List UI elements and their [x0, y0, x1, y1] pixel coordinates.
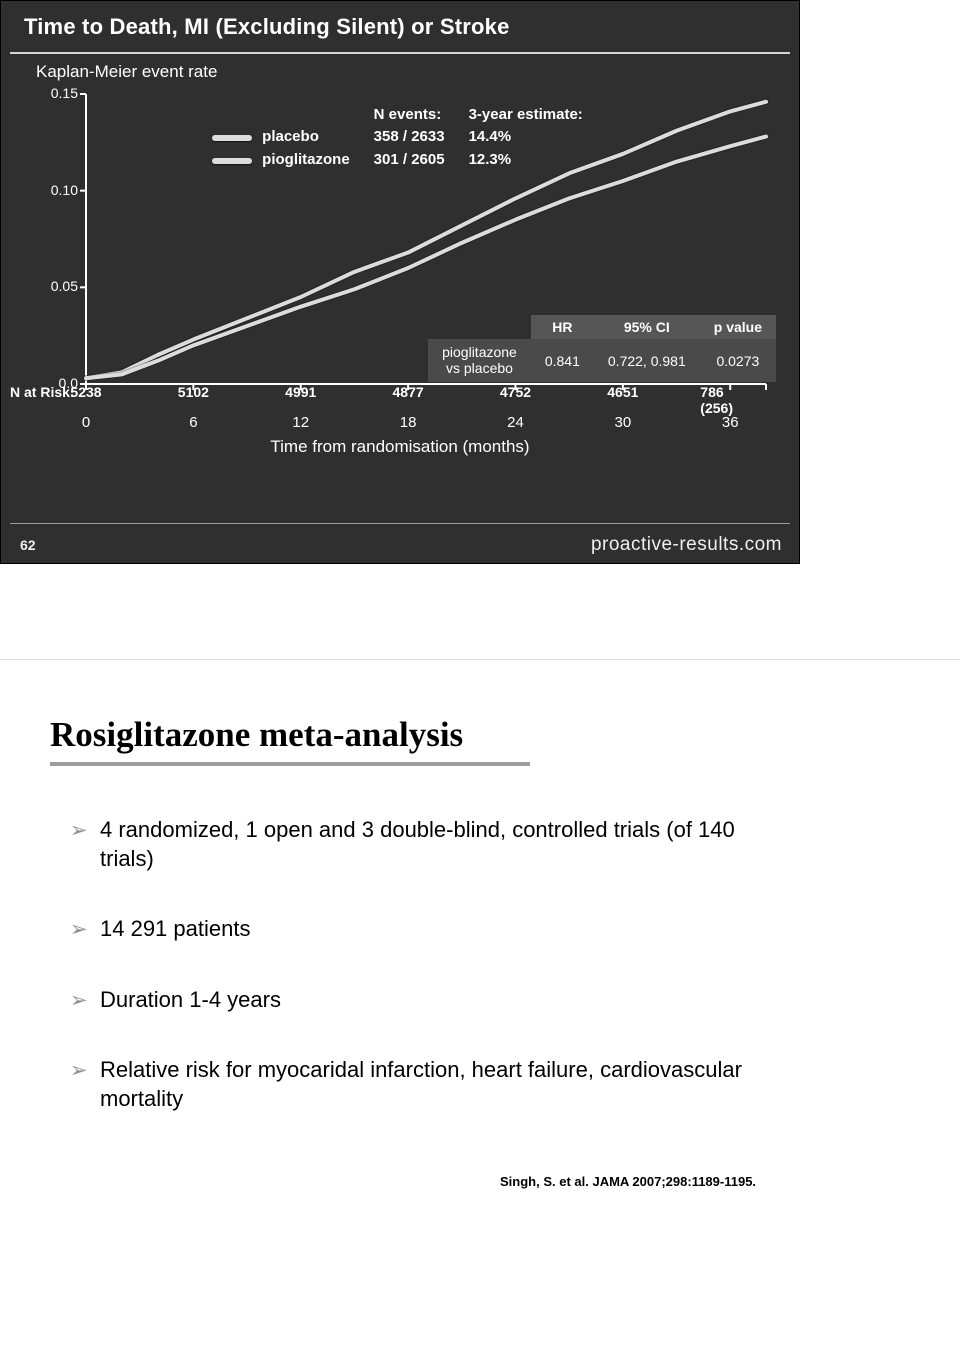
- slide-footer: 62 proactive-results.com: [10, 534, 790, 556]
- x-tick-labels: 0 6 12 18 24 30 36: [10, 414, 790, 432]
- n-at-risk-label: N at Risk:: [10, 384, 75, 400]
- legend-estimate-placebo: 14.4%: [457, 125, 595, 148]
- km-subtitle: Kaplan-Meier event rate: [36, 62, 217, 82]
- hr-value-p: 0.0273: [700, 339, 776, 382]
- bullet-item: Duration 1-4 years: [70, 986, 790, 1015]
- x-tick-label: 24: [507, 414, 524, 431]
- n-at-risk-value: 4991: [285, 384, 316, 400]
- hazard-ratio-table: HR 95% CI p value pioglitazone vs placeb…: [428, 315, 776, 382]
- x-tick-label: 30: [614, 414, 631, 431]
- legend-nevents-placebo: 358 / 2633: [362, 125, 457, 148]
- legend-nevents-pio: 301 / 2605: [362, 148, 457, 171]
- km-chart-slide: Time to Death, MI (Excluding Silent) or …: [0, 0, 800, 564]
- legend-header-nevents: N events:: [362, 104, 457, 125]
- x-axis-label: Time from randomisation (months): [10, 437, 790, 457]
- n-at-risk-value: 5102: [178, 384, 209, 400]
- n-at-risk-value: 4651: [607, 384, 638, 400]
- footer-rule: [10, 523, 790, 524]
- x-tick-label: 36: [722, 414, 739, 431]
- hr-value-hr: 0.841: [531, 339, 594, 382]
- title-rule: [10, 52, 790, 54]
- bullet-item: Relative risk for myocaridal infarction,…: [70, 1056, 790, 1113]
- page-number: 62: [10, 537, 36, 553]
- y-tick-label: 0.15: [22, 85, 78, 101]
- n-at-risk-value: 786 (256): [700, 384, 760, 416]
- legend-name-placebo: placebo: [262, 128, 319, 145]
- bullet-item: 14 291 patients: [70, 915, 790, 944]
- n-at-risk-row: N at Risk: 523851024991487747524651786 (…: [10, 384, 790, 402]
- x-tick-label: 18: [400, 414, 417, 431]
- bullet-item: 4 randomized, 1 open and 3 double-blind,…: [70, 816, 790, 873]
- legend-swatch-pio: [212, 158, 252, 164]
- series-legend: N events: 3-year estimate: placebo 358 /…: [200, 104, 595, 171]
- y-tick-label: 0.10: [22, 182, 78, 198]
- hr-header-hr: HR: [531, 315, 594, 339]
- legend-name-pio: pioglitazone: [262, 151, 350, 168]
- slide-title: Time to Death, MI (Excluding Silent) or …: [10, 8, 790, 50]
- hr-header-p: p value: [700, 315, 776, 339]
- x-tick-label: 0: [82, 414, 90, 431]
- legend-estimate-pio: 12.3%: [457, 148, 595, 171]
- footer-site: proactive-results.com: [591, 534, 790, 556]
- n-at-risk-value: 4877: [393, 384, 424, 400]
- y-tick-label: 0.05: [22, 278, 78, 294]
- hr-header-ci: 95% CI: [594, 315, 700, 339]
- n-at-risk-value: 4752: [500, 384, 531, 400]
- slide-separator: [0, 564, 960, 704]
- n-at-risk-value: 5238: [70, 384, 101, 400]
- slide2-title: Rosiglitazone meta-analysis: [50, 714, 910, 756]
- bullet-slide: Rosiglitazone meta-analysis 4 randomized…: [0, 704, 960, 1255]
- legend-header-estimate: 3-year estimate:: [457, 104, 595, 125]
- citation-text: Singh, S. et al. JAMA 2007;298:1189-1195…: [500, 1174, 910, 1189]
- km-panel: Kaplan-Meier event rate 0.00.050.100.15 …: [10, 62, 790, 502]
- bullet-list: 4 randomized, 1 open and 3 double-blind,…: [70, 816, 790, 1114]
- x-tick-label: 12: [292, 414, 309, 431]
- legend-swatch-placebo: [212, 135, 252, 141]
- x-tick-label: 6: [189, 414, 197, 431]
- hr-value-ci: 0.722, 0.981: [594, 339, 700, 382]
- hr-row-label: pioglitazone vs placebo: [428, 339, 531, 382]
- slide2-title-underline: [50, 762, 530, 766]
